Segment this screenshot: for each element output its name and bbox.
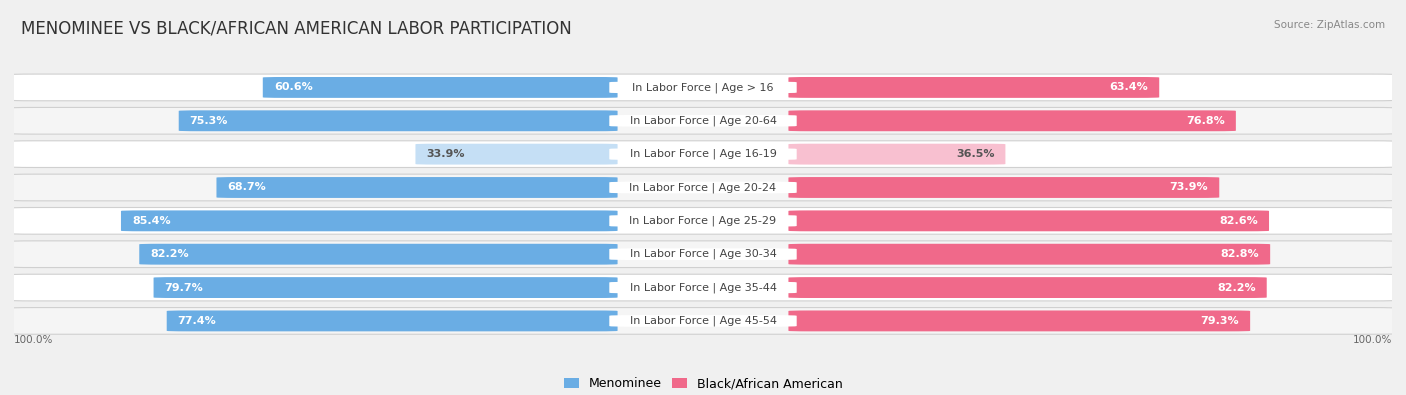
FancyBboxPatch shape xyxy=(609,148,797,160)
FancyBboxPatch shape xyxy=(7,174,1399,201)
Text: 82.6%: 82.6% xyxy=(1219,216,1258,226)
FancyBboxPatch shape xyxy=(609,182,797,193)
Text: In Labor Force | Age 20-64: In Labor Force | Age 20-64 xyxy=(630,115,776,126)
Text: 82.2%: 82.2% xyxy=(1218,282,1256,293)
FancyBboxPatch shape xyxy=(217,177,617,198)
Text: In Labor Force | Age 45-54: In Labor Force | Age 45-54 xyxy=(630,316,776,326)
FancyBboxPatch shape xyxy=(609,82,797,93)
Text: 63.4%: 63.4% xyxy=(1109,83,1149,92)
FancyBboxPatch shape xyxy=(7,207,1399,234)
FancyBboxPatch shape xyxy=(789,277,1267,298)
Text: In Labor Force | Age 35-44: In Labor Force | Age 35-44 xyxy=(630,282,776,293)
Text: In Labor Force | Age 25-29: In Labor Force | Age 25-29 xyxy=(630,216,776,226)
Text: 36.5%: 36.5% xyxy=(956,149,994,159)
FancyBboxPatch shape xyxy=(609,282,797,293)
Text: 100.0%: 100.0% xyxy=(1353,335,1392,345)
Text: 33.9%: 33.9% xyxy=(426,149,465,159)
FancyBboxPatch shape xyxy=(7,308,1399,334)
Text: 85.4%: 85.4% xyxy=(132,216,170,226)
FancyBboxPatch shape xyxy=(167,310,617,331)
FancyBboxPatch shape xyxy=(7,74,1399,101)
FancyBboxPatch shape xyxy=(789,110,1236,131)
FancyBboxPatch shape xyxy=(789,77,1159,98)
Text: 73.9%: 73.9% xyxy=(1170,182,1208,192)
FancyBboxPatch shape xyxy=(789,177,1219,198)
FancyBboxPatch shape xyxy=(415,144,617,165)
Text: 68.7%: 68.7% xyxy=(228,182,266,192)
FancyBboxPatch shape xyxy=(609,248,797,260)
Text: In Labor Force | Age 20-24: In Labor Force | Age 20-24 xyxy=(630,182,776,193)
FancyBboxPatch shape xyxy=(609,115,797,127)
Text: MENOMINEE VS BLACK/AFRICAN AMERICAN LABOR PARTICIPATION: MENOMINEE VS BLACK/AFRICAN AMERICAN LABO… xyxy=(21,20,572,38)
FancyBboxPatch shape xyxy=(7,241,1399,267)
FancyBboxPatch shape xyxy=(609,215,797,227)
Text: 82.8%: 82.8% xyxy=(1220,249,1260,259)
Text: In Labor Force | Age > 16: In Labor Force | Age > 16 xyxy=(633,82,773,93)
Text: 82.2%: 82.2% xyxy=(150,249,188,259)
FancyBboxPatch shape xyxy=(789,244,1270,265)
FancyBboxPatch shape xyxy=(789,211,1270,231)
Text: Source: ZipAtlas.com: Source: ZipAtlas.com xyxy=(1274,20,1385,30)
FancyBboxPatch shape xyxy=(609,315,797,327)
FancyBboxPatch shape xyxy=(121,211,617,231)
FancyBboxPatch shape xyxy=(179,110,617,131)
FancyBboxPatch shape xyxy=(789,144,1005,165)
FancyBboxPatch shape xyxy=(139,244,617,265)
Text: 60.6%: 60.6% xyxy=(274,83,312,92)
FancyBboxPatch shape xyxy=(153,277,617,298)
FancyBboxPatch shape xyxy=(7,141,1399,167)
FancyBboxPatch shape xyxy=(7,107,1399,134)
Text: 76.8%: 76.8% xyxy=(1187,116,1225,126)
FancyBboxPatch shape xyxy=(263,77,617,98)
Text: 79.3%: 79.3% xyxy=(1201,316,1239,326)
Text: In Labor Force | Age 30-34: In Labor Force | Age 30-34 xyxy=(630,249,776,260)
Text: 79.7%: 79.7% xyxy=(165,282,204,293)
Legend: Menominee, Black/African American: Menominee, Black/African American xyxy=(558,372,848,395)
FancyBboxPatch shape xyxy=(7,274,1399,301)
Text: 77.4%: 77.4% xyxy=(177,316,217,326)
Text: In Labor Force | Age 16-19: In Labor Force | Age 16-19 xyxy=(630,149,776,160)
Text: 100.0%: 100.0% xyxy=(14,335,53,345)
Text: 75.3%: 75.3% xyxy=(190,116,228,126)
FancyBboxPatch shape xyxy=(789,310,1250,331)
